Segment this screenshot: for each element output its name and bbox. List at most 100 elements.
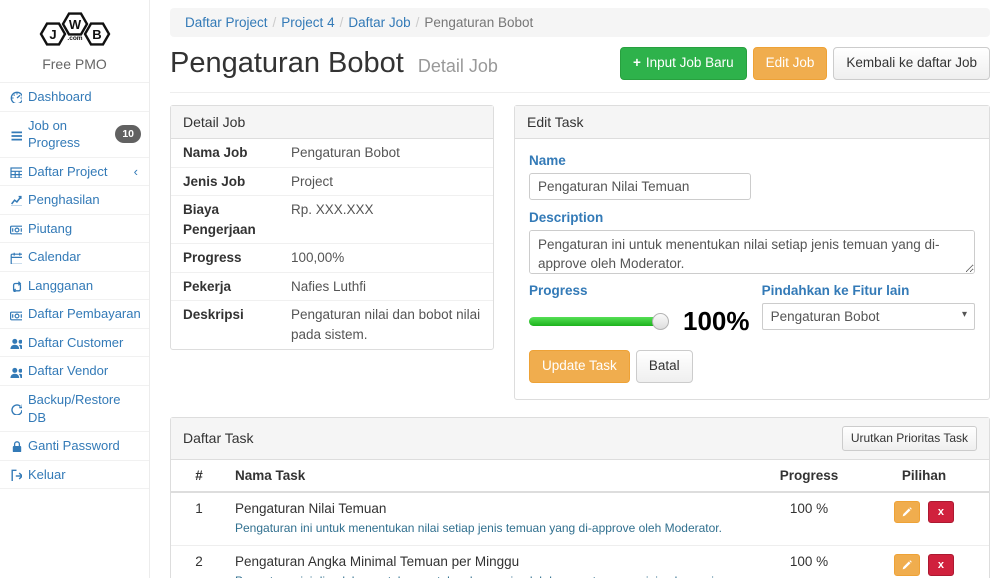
sidebar-item-ganti-password[interactable]: Ganti Password — [0, 432, 149, 461]
sidebar-item-label: Langganan — [28, 277, 94, 293]
breadcrumb-separator: / — [415, 15, 420, 30]
breadcrumb-project-4[interactable]: Project 4 — [281, 15, 335, 30]
progress-slider-handle[interactable] — [652, 312, 669, 330]
delete-task-row-button[interactable]: x — [927, 500, 954, 523]
breadcrumb-daftar-job[interactable]: Daftar Job — [348, 15, 411, 30]
lock-icon — [12, 441, 22, 453]
update-task-button[interactable]: Update Task — [529, 350, 630, 383]
task-progress: 100 % — [759, 491, 859, 546]
sidebar-item-label: Daftar Pembayaran — [28, 306, 141, 322]
name-label: Name — [529, 153, 566, 168]
task-description: Pengaturan ini untuk menentukan nilai se… — [235, 520, 722, 535]
sidebar-item-langganan[interactable]: Langganan — [0, 272, 149, 301]
x-icon: x — [937, 505, 944, 518]
refresh-icon — [11, 403, 22, 416]
edit-task-panel-title: Edit Task — [515, 106, 989, 139]
progress-value-text: 100% — [683, 306, 750, 336]
sidebar-item-keluar[interactable]: Keluar — [0, 461, 149, 490]
sidebar-item-calendar[interactable]: Calendar — [0, 243, 149, 272]
task-description-textarea[interactable]: Pengaturan ini untuk menentukan nilai se… — [529, 230, 975, 274]
detail-row-pekerja: Pekerja Nafies Luthfi — [171, 273, 493, 302]
task-description: Pengaturan ini diperlukan untuk menetuka… — [235, 572, 751, 578]
task-name-input[interactable] — [529, 173, 751, 200]
sidebar-item-daftar-pembayaran[interactable]: Daftar Pembayaran — [0, 300, 149, 329]
sidebar-menu: Dashboard Job on Progress 10 Daftar Proj… — [0, 82, 149, 490]
calendar-icon — [10, 251, 22, 264]
sidebar-item-label: Backup/Restore DB — [28, 392, 121, 425]
sidebar-item-label: Daftar Customer — [28, 334, 124, 350]
logo-letter: B — [92, 27, 101, 42]
sidebar-item-daftar-customer[interactable]: Daftar Customer — [0, 329, 149, 358]
list-icon — [10, 131, 22, 141]
input-job-baru-button[interactable]: + Input Job Baru — [619, 47, 747, 80]
sidebar-item-daftar-vendor[interactable]: Daftar Vendor — [0, 357, 149, 387]
description-label: Description — [529, 210, 604, 225]
table-row: 2 Pengaturan Angka Minimal Temuan per Mi… — [171, 544, 989, 578]
detail-value: Rp. XXX.XXX — [291, 202, 374, 218]
breadcrumb-daftar-project[interactable]: Daftar Project — [185, 15, 268, 30]
task-table: # Nama Task Progress Pilihan 1 Pengatura… — [171, 459, 989, 578]
edit-task-row-button[interactable] — [894, 500, 921, 523]
column-header-num: # — [171, 459, 227, 493]
detail-row-deskripsi: Deskripsi Pengaturan nilai dan bobot nil… — [171, 301, 493, 348]
task-cell: Pengaturan Nilai Temuan Pengaturan ini u… — [227, 491, 759, 546]
page-header: Pengaturan Bobot Detail Job + Input Job … — [170, 47, 990, 93]
task-list-panel: Daftar Task Urutkan Prioritas Task # Nam… — [170, 416, 990, 578]
detail-job-panel-title: Detail Job — [171, 106, 493, 139]
users-icon — [10, 339, 22, 350]
column-header-pilihan: Pilihan — [859, 459, 989, 493]
detail-label: Jenis Job — [183, 173, 246, 189]
logo-dotcom: .com — [67, 35, 82, 42]
page-subtitle: Detail Job — [417, 56, 498, 76]
detail-job-panel: Detail Job Nama Job Pengaturan Bobot Jen… — [170, 105, 494, 350]
brand-name: Free PMO — [42, 56, 107, 72]
pencil-icon — [902, 506, 912, 517]
detail-row-progress: Progress 100,00% — [171, 244, 493, 273]
delete-task-row-button[interactable]: x — [927, 553, 954, 576]
breadcrumb: Daftar Project / Project 4 / Daftar Job / Peng… — [170, 8, 990, 37]
detail-label: Progress — [183, 250, 242, 266]
detail-value: Project — [291, 173, 334, 189]
detail-row-nama-job: Nama Job Pengaturan Bobot — [171, 139, 493, 168]
chevron-left-icon: ‹ — [133, 163, 138, 179]
sidebar-item-daftar-project[interactable]: Daftar Project ‹ — [0, 158, 149, 187]
pencil-icon — [902, 559, 912, 570]
progress-label: Progress — [529, 283, 588, 298]
sidebar-item-penghasilan[interactable]: Penghasilan — [0, 186, 149, 215]
sidebar-item-label: Daftar Vendor — [28, 363, 109, 379]
move-feature-select[interactable]: Pengaturan Bobot — [761, 303, 975, 330]
sidebar-item-job-on-progress[interactable]: Job on Progress 10 — [0, 112, 149, 158]
retweet-icon — [12, 281, 22, 293]
breadcrumb-current: Pengaturan Bobot — [424, 15, 534, 30]
breadcrumb-separator: / — [272, 15, 277, 30]
sidebar-item-label: Daftar Project — [28, 163, 108, 179]
sidebar-item-label: Keluar — [28, 466, 66, 482]
task-cell: Pengaturan Angka Minimal Temuan per Ming… — [227, 544, 759, 578]
edit-task-panel: Edit Task Name Description Pengaturan in… — [514, 105, 990, 400]
progress-row: Progress 100% Pindahk — [529, 281, 975, 334]
sort-priority-button-top[interactable]: Urutkan Prioritas Task — [841, 425, 977, 451]
job-count-badge: 10 — [115, 125, 141, 144]
edit-task-row-button[interactable] — [894, 553, 921, 576]
kembali-ke-daftar-job-button[interactable]: Kembali ke daftar Job — [833, 47, 990, 80]
task-name: Pengaturan Angka Minimal Temuan per Ming… — [235, 553, 520, 569]
page-title-text: Pengaturan Bobot — [170, 47, 404, 79]
detail-row-biaya: Biaya Pengerjaan Rp. XXX.XXX — [171, 196, 493, 245]
table-row: 1 Pengaturan Nilai Temuan Pengaturan ini… — [171, 491, 989, 546]
sidebar-item-piutang[interactable]: Piutang — [0, 215, 149, 244]
detail-label: Nama Job — [183, 145, 248, 160]
detail-label: Biaya Pengerjaan — [183, 202, 256, 237]
users-icon — [10, 367, 22, 378]
detail-job-table: Nama Job Pengaturan Bobot Jenis Job Proj… — [171, 139, 493, 349]
detail-value: Nafies Luthfi — [291, 278, 367, 294]
app-logo[interactable]: J W B .com Free PMO — [0, 0, 149, 82]
x-icon: x — [937, 558, 944, 571]
detail-value: 100,00% — [291, 250, 345, 266]
money-icon — [10, 225, 22, 235]
edit-job-button[interactable]: Edit Job — [752, 47, 828, 80]
batal-button[interactable]: Batal — [635, 350, 693, 383]
task-table-header-row: # Nama Task Progress Pilihan — [171, 459, 989, 493]
sidebar-item-dashboard[interactable]: Dashboard — [0, 83, 149, 112]
progress-slider[interactable] — [529, 312, 669, 330]
sidebar-item-backup-restore-db[interactable]: Backup/Restore DB — [0, 386, 149, 433]
